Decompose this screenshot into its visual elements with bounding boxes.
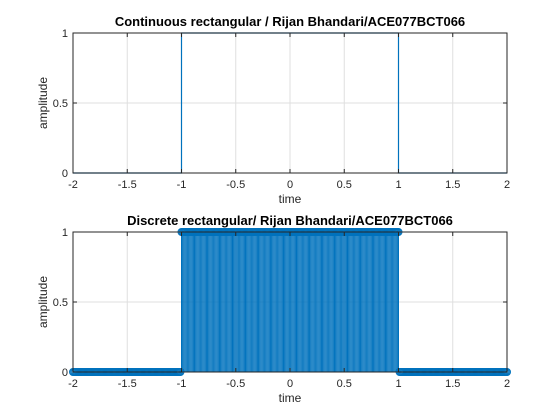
x-tick-label: 0 — [287, 179, 293, 191]
x-tick-label: -1 — [177, 179, 187, 191]
x-tick-label: 1 — [395, 179, 401, 191]
x-tick-label: 1.5 — [445, 179, 460, 191]
x-axis-label: time — [279, 391, 302, 405]
x-tick-label: -2 — [68, 179, 78, 191]
continuous-rectangular-plot: -2 -1.5 -1 -0.5 0 0.5 1 1.5 2 0 0.5 1 Continuous rec… — [36, 14, 510, 206]
y-tick-label: 0 — [62, 168, 68, 180]
x-tick-label: 0.5 — [337, 179, 352, 191]
x-tick-label: 2 — [504, 378, 510, 390]
y-tick-label: 1 — [62, 28, 68, 40]
x-tick-label: 0 — [287, 378, 293, 390]
x-tick-label: 2 — [504, 179, 510, 191]
x-tick-label: -1.5 — [118, 179, 137, 191]
discrete-rectangular-plot: -2 -1.5 -1 -0.5 0 0.5 1 1.5 2 0 0.5 1 Discrete recta… — [36, 213, 511, 405]
y-tick-label: 0 — [62, 367, 68, 379]
y-tick-label: 1 — [62, 227, 68, 239]
x-tick-label: -1 — [177, 378, 187, 390]
x-tick-label: 0.5 — [337, 378, 352, 390]
y-tick-label: 0.5 — [53, 297, 68, 309]
y-axis-label: amplitude — [36, 276, 50, 328]
chart-title: Continuous rectangular / Rijan Bhandari/… — [115, 14, 465, 29]
x-tick-label: -0.5 — [226, 378, 245, 390]
x-tick-label: 1.5 — [445, 378, 460, 390]
x-tick-label: 1 — [395, 378, 401, 390]
x-axis-label: time — [279, 192, 302, 206]
x-tick-label: -2 — [68, 378, 78, 390]
x-tick-label: -0.5 — [226, 179, 245, 191]
x-tick-label: -1.5 — [118, 378, 137, 390]
y-axis-label: amplitude — [36, 77, 50, 129]
chart-title: Discrete rectangular/ Rijan Bhandari/ACE… — [127, 213, 453, 228]
y-tick-label: 0.5 — [53, 98, 68, 110]
